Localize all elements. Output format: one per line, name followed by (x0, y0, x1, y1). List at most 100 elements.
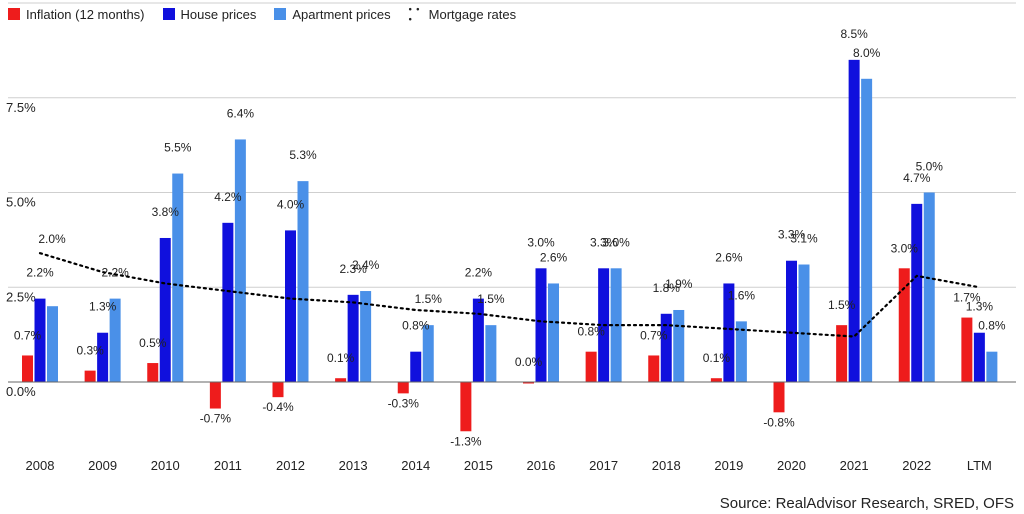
x-tick-label: 2014 (401, 458, 430, 473)
bar-house-prices (848, 59, 860, 382)
data-label: 2.2% (26, 266, 54, 280)
bar-apartment-prices (986, 351, 998, 382)
bar-house-prices (911, 203, 923, 382)
data-label: 0.8% (577, 325, 605, 339)
data-label: -1.3% (450, 434, 482, 448)
data-label: 1.5% (415, 292, 443, 306)
legend-dotted-line-icon: • • • (408, 4, 421, 24)
data-label: 1.3% (966, 300, 994, 314)
x-tick-label: 2020 (777, 458, 806, 473)
bar-inflation-months- (836, 325, 848, 382)
x-tick-label: 2010 (151, 458, 180, 473)
legend-item-2: Apartment prices (274, 6, 391, 22)
mortgage-rate-label: 2.0% (38, 232, 66, 246)
bar-house-prices (34, 298, 46, 382)
bar-apartment-prices (47, 306, 58, 382)
bar-apartment-prices (172, 173, 184, 382)
data-label: 2.2% (465, 266, 493, 280)
data-label: -0.4% (262, 400, 294, 414)
bar-inflation-months- (961, 317, 973, 382)
y-tick-label: 7.5% (6, 100, 36, 115)
data-label: 0.3% (76, 344, 104, 358)
legend-swatch (8, 8, 20, 20)
x-tick-label: 2018 (652, 458, 681, 473)
bar-house-prices (285, 230, 296, 382)
data-label: 3.8% (152, 205, 180, 219)
data-label: 1.9% (665, 277, 693, 291)
data-label: 1.6% (728, 288, 756, 302)
bar-apartment-prices (923, 192, 935, 382)
legend-item-0: Inflation (12 months) (8, 7, 145, 22)
data-label: 0.1% (703, 351, 731, 365)
bar-inflation-months- (22, 355, 33, 382)
x-tick-label: 2009 (88, 458, 117, 473)
bar-house-prices (786, 260, 797, 382)
data-label: 3.3% (778, 228, 806, 242)
bar-inflation-months- (460, 382, 472, 432)
bar-inflation-months- (272, 382, 284, 398)
data-label: 0.1% (327, 351, 355, 365)
x-tick-label: 2012 (276, 458, 305, 473)
data-label: 4.7% (903, 171, 931, 185)
bar-house-prices (97, 332, 109, 382)
legend-label: Apartment prices (292, 6, 391, 22)
data-label: 0.7% (640, 328, 668, 342)
data-label: 5.3% (289, 148, 317, 162)
x-tick-label: LTM (967, 458, 992, 473)
bar-apartment-prices (861, 78, 873, 383)
data-label: 1.8% (653, 281, 681, 295)
data-label: 3.3% (590, 235, 618, 249)
data-label: 0.8% (978, 319, 1006, 333)
legend-swatch (162, 8, 175, 20)
bar-inflation-months- (397, 382, 409, 394)
data-label: 1.5% (828, 298, 856, 312)
bar-apartment-prices (360, 291, 372, 382)
bar-apartment-prices (485, 325, 497, 382)
data-label: 5.5% (164, 141, 192, 155)
data-label: 0.5% (139, 336, 167, 350)
data-label: 0.8% (402, 319, 430, 333)
data-label: 8.5% (840, 27, 868, 41)
legend-label: House prices (180, 6, 257, 22)
y-tick-label: 2.5% (6, 289, 36, 304)
bar-inflation-months- (648, 355, 660, 382)
data-label: 0.7% (14, 328, 42, 342)
x-tick-label: 2019 (714, 458, 743, 473)
legend-label: Mortgage rates (428, 6, 517, 22)
bar-apartment-prices (234, 139, 246, 382)
bar-inflation-months- (147, 363, 159, 382)
data-label: 3.0% (602, 235, 630, 249)
legend-swatch (274, 8, 287, 20)
mortgage-rate-line (38, 252, 981, 338)
data-label: 2.6% (540, 250, 568, 264)
bar-inflation-months- (84, 370, 96, 382)
legend-label: Inflation (12 months) (26, 6, 145, 22)
x-tick-label: 2016 (527, 458, 556, 473)
x-tick-label: 2008 (26, 458, 55, 473)
legend-item-1: House prices (162, 6, 257, 22)
bar-house-prices (723, 283, 735, 382)
data-label: 2.4% (352, 258, 380, 272)
data-label: 8.0% (853, 46, 881, 60)
data-label: 1.7% (953, 291, 981, 305)
data-label: 6.4% (227, 106, 255, 120)
bar-inflation-months- (335, 378, 347, 382)
data-label: 3.0% (527, 235, 555, 249)
bar-house-prices (159, 237, 171, 382)
bar-inflation-months- (209, 382, 221, 409)
data-label: -0.8% (763, 415, 795, 429)
data-label: 4.2% (214, 190, 242, 204)
data-label: 1.3% (89, 300, 117, 314)
data-label: 3.1% (790, 232, 818, 246)
data-label: 2.3% (339, 262, 367, 276)
bar-apartment-prices (735, 321, 747, 382)
bar-house-prices (222, 222, 234, 382)
legend: Inflation (12 months) House prices Apartme… (8, 4, 534, 24)
bar-inflation-months- (523, 382, 534, 384)
x-tick-label: 2011 (214, 458, 242, 473)
x-tick-label: 2021 (840, 458, 869, 473)
x-tick-label: 2017 (589, 458, 618, 473)
bar-apartment-prices (798, 264, 810, 382)
bar-apartment-prices (422, 325, 434, 382)
